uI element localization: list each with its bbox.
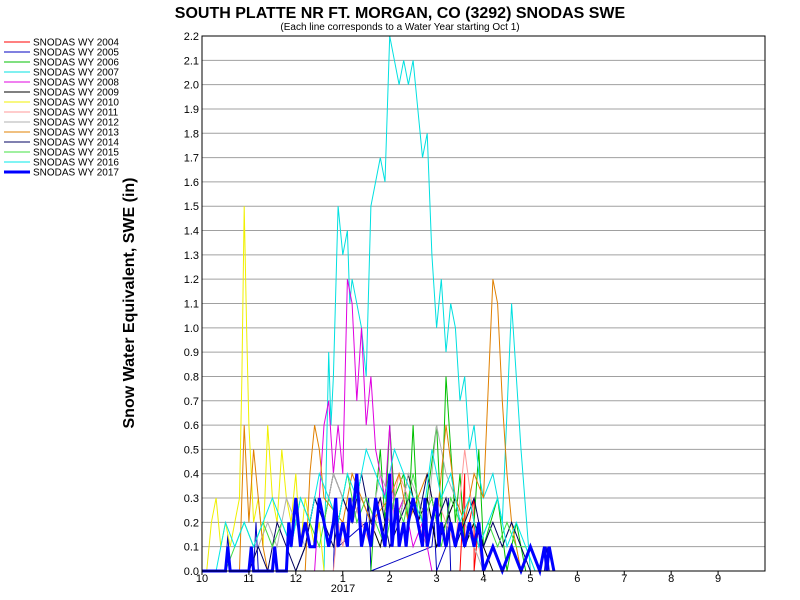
legend-item: SNODAS WY 2015 [33, 148, 119, 159]
y-tick-label: 1.9 [184, 104, 199, 116]
x-tick-label: 7 [621, 573, 627, 585]
y-tick-label: 2.0 [184, 80, 199, 92]
x-tick-label: 11 [243, 573, 254, 585]
y-tick-label: 1.5 [184, 201, 199, 213]
x-tick-label: 12 [290, 573, 302, 585]
x-tick-label: 5 [527, 573, 533, 585]
y-tick-label: 1.4 [184, 226, 199, 238]
x-tick-label: 2 [387, 573, 393, 585]
y-tick-label: 0.4 [184, 469, 199, 481]
chart-title: SOUTH PLATTE NR FT. MORGAN, CO (3292) SN… [175, 5, 626, 22]
legend-item: SNODAS WY 2016 [33, 158, 119, 169]
legend-item: SNODAS WY 2011 [33, 108, 119, 119]
series-lines [202, 35, 556, 577]
y-tick-label: 0.0 [184, 566, 199, 578]
y-tick-label: 1.2 [184, 274, 199, 286]
legend-item: SNODAS WY 2013 [33, 128, 119, 139]
legend-item: SNODAS WY 2004 [33, 38, 119, 49]
y-tick-label: 0.3 [184, 493, 199, 505]
y-tick-label: 1.7 [184, 153, 199, 165]
x-tick-label: 4 [480, 573, 486, 585]
chart-subtitle: (Each line corresponds to a Water Year s… [280, 22, 519, 33]
x-tick-label: 1 [340, 573, 346, 585]
y-tick-label: 2.1 [184, 55, 199, 67]
y-axis-label: Snow Water Equivalent, SWE (in) [121, 178, 138, 429]
legend-item: SNODAS WY 2017 [33, 168, 119, 179]
y-tick-label: 1.3 [184, 250, 199, 262]
x-tick-label: 3 [434, 573, 440, 585]
series-line [215, 447, 536, 572]
legend-item: SNODAS WY 2014 [33, 138, 119, 149]
y-tick-label: 1.6 [184, 177, 199, 189]
series-line [202, 473, 556, 577]
x-axis-year-label: 2017 [331, 583, 355, 595]
y-tick-label: 0.6 [184, 420, 199, 432]
y-tick-label: 0.1 [184, 542, 199, 554]
y-tick-label: 1.0 [184, 323, 199, 335]
x-axis-ticks: 10 11 12 1 2 3 4 5 6 7 8 9 [196, 571, 721, 585]
y-tick-label: 0.9 [184, 347, 199, 359]
y-tick-label: 0.5 [184, 444, 199, 456]
x-tick-label: 8 [668, 573, 674, 585]
x-tick-label: 9 [715, 573, 721, 585]
y-tick-label: 0.2 [184, 517, 199, 529]
y-tick-label: 1.1 [184, 299, 199, 311]
y-tick-label: 2.2 [184, 31, 199, 43]
y-axis-ticks: 0.0 0.1 0.2 0.3 0.4 0.5 0.6 0.7 0.8 0.9 1.0 1.1 1.2 1… [184, 31, 199, 578]
y-tick-label: 1.8 [184, 128, 199, 140]
legend-item: SNODAS WY 2009 [33, 88, 119, 99]
legend-item: SNODAS WY 2012 [33, 118, 119, 129]
legend-item: SNODAS WY 2005 [33, 48, 119, 59]
series-line [323, 35, 531, 572]
y-tick-label: 0.7 [184, 396, 199, 408]
legend-item: SNODAS WY 2006 [33, 58, 119, 69]
series-line [239, 279, 522, 572]
legend-item: SNODAS WY 2010 [33, 98, 119, 109]
x-tick-label: 10 [196, 573, 208, 585]
legend-item: SNODAS WY 2008 [33, 78, 119, 89]
legend-item: SNODAS WY 2007 [33, 68, 119, 79]
x-tick-label: 6 [574, 573, 580, 585]
y-tick-label: 0.8 [184, 371, 199, 383]
